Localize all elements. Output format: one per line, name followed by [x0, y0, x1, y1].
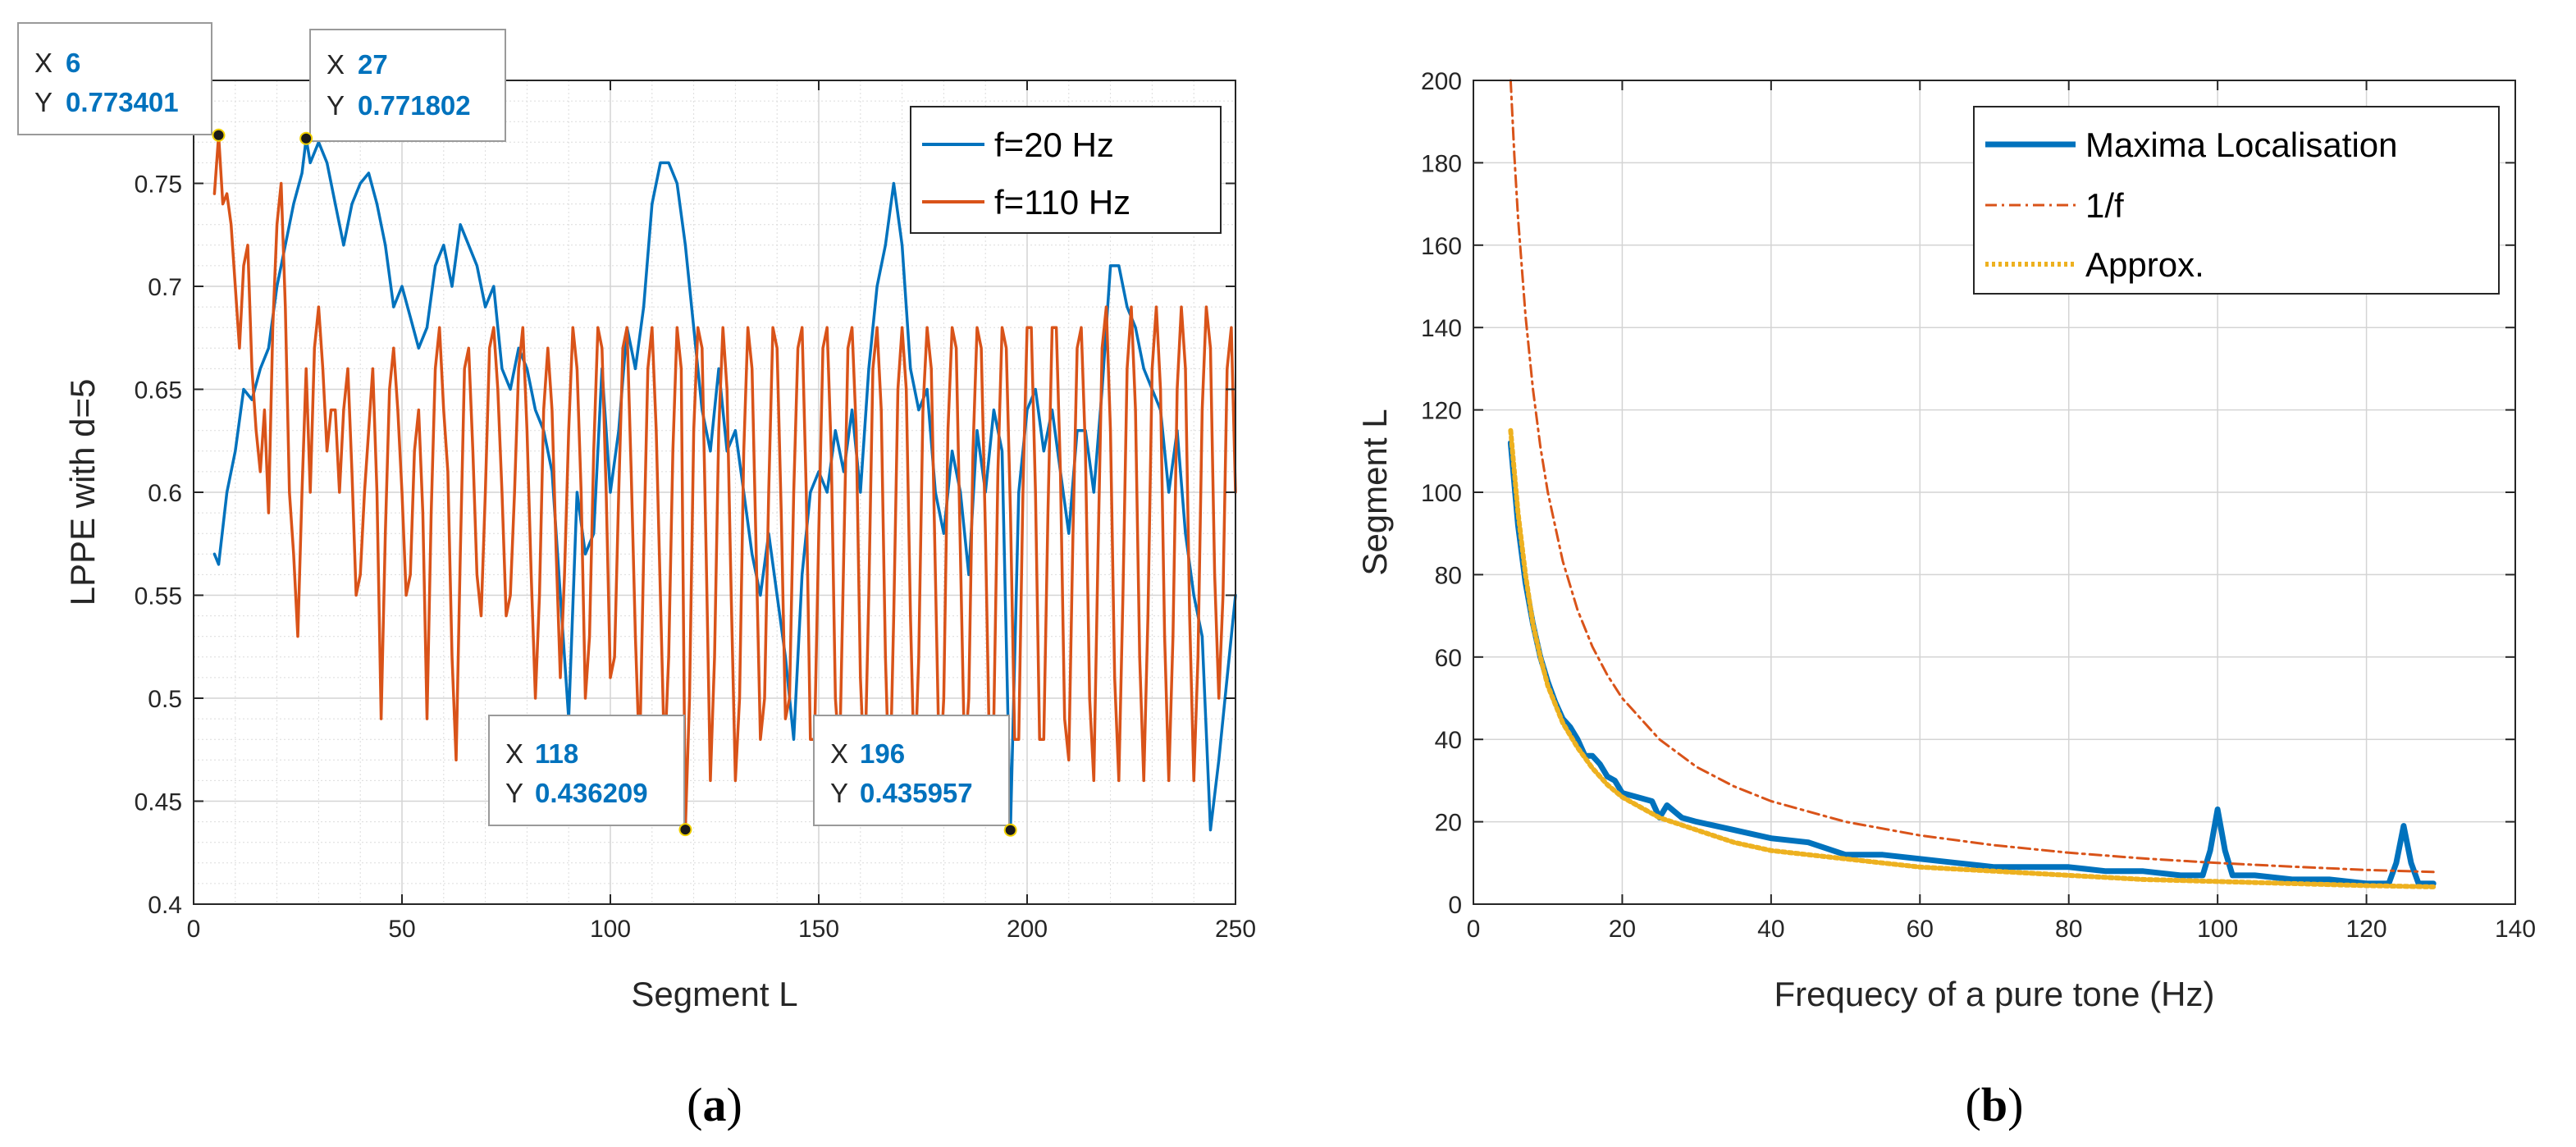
- panel-b-legend-label-maxima: Maxima Localisation: [2085, 126, 2398, 164]
- a-series-line-1: [212, 134, 1237, 831]
- panel-b-y-axis-label: Segment L: [1355, 409, 1394, 575]
- datatip-3-x-key: X: [505, 738, 523, 769]
- datatip-1-box: [17, 22, 212, 135]
- b-series-line-2: [1508, 427, 2437, 889]
- datatip-2-x-key: X: [327, 49, 345, 80]
- panel-a-chart: 0 50 100 150 200 250 0.4 0.45 0.5 0.55 0.6 0.65 0.7…: [17, 22, 1256, 1131]
- panel-a-y-axis-label: LPPE with d=5: [63, 379, 102, 606]
- datatip-3-y-value: 0.436209: [535, 778, 648, 808]
- datatip-3[interactable]: X 118 Y 0.436209: [488, 715, 685, 826]
- panel-b-series-group: [1507, 79, 2437, 889]
- panel-b-legend: Maxima Localisation 1/f Approx.: [1973, 106, 2500, 295]
- y-tick-label: 0.45: [135, 789, 182, 816]
- datatip-2-y-key: Y: [327, 90, 345, 121]
- datatip-2[interactable]: X 27 Y 0.771802: [309, 29, 506, 142]
- datatip-3-x-value: 118: [535, 738, 578, 769]
- datatip-4-x-key: X: [830, 738, 848, 769]
- y-tick-label: 40: [1435, 727, 1462, 754]
- panel-b-label: (b): [1966, 1078, 2024, 1131]
- y-tick-label: 0.6: [148, 480, 182, 507]
- y-tick-label: 0.5: [148, 686, 182, 713]
- y-tick-label: 100: [1421, 480, 1462, 507]
- datatip-4-y-key: Y: [830, 778, 848, 808]
- panel-a-datatips: X 6 Y 0.773401 X 27 Y 0.771802 X 118 Y 0…: [17, 22, 1017, 837]
- datatip-1-y-key: Y: [34, 87, 53, 117]
- panel-a-legend-label-f20: f=20 Hz: [994, 126, 1114, 164]
- panel-a-legend-label-f110: f=110 Hz: [994, 183, 1130, 222]
- panel-b-x-ticks: 0 20 40 60 80 100 120 140: [1467, 80, 2536, 943]
- panel-b-legend-box: [1973, 106, 2500, 295]
- x-tick-label: 140: [2495, 916, 2536, 943]
- datatip-marker-2[interactable]: [299, 131, 313, 145]
- y-tick-label: 0.4: [148, 892, 182, 919]
- y-tick-label: 180: [1421, 150, 1462, 177]
- panel-b-chart: 0 20 40 60 80 100 120 140 0 20 40 60 80 100 120 140 160…: [1355, 68, 2536, 1131]
- x-tick-label: 50: [388, 916, 415, 943]
- panel-a-series-group: [212, 134, 1237, 832]
- y-tick-label: 80: [1435, 562, 1462, 589]
- b-series-line-0: [1507, 440, 2437, 887]
- x-tick-label: 20: [1609, 916, 1636, 943]
- panel-b-y-ticks: 0 20 40 60 80 100 120 140 160 180 200: [1421, 68, 2515, 919]
- panel-a-y-ticks: 0.4 0.45 0.5 0.55 0.6 0.65 0.7 0.75: [135, 171, 1235, 919]
- panel-b-legend-label-approx: Approx.: [2085, 245, 2204, 284]
- datatip-4-x-value: 196: [860, 738, 905, 769]
- panel-a-legend-box: [910, 106, 1222, 234]
- datatip-4-box: [813, 715, 1010, 826]
- panel-a-x-ticks: 0 50 100 150 200 250: [187, 80, 1256, 943]
- datatip-2-x-value: 27: [358, 49, 388, 80]
- a-series-line-0: [212, 137, 1237, 832]
- y-tick-label: 0: [1448, 892, 1462, 919]
- x-tick-label: 80: [2055, 916, 2082, 943]
- x-tick-label: 0: [1467, 916, 1481, 943]
- y-tick-label: 140: [1421, 315, 1462, 342]
- panel-a-label-letter: a: [703, 1078, 727, 1131]
- y-tick-label: 60: [1435, 645, 1462, 672]
- datatip-2-y-value: 0.771802: [358, 90, 471, 121]
- x-tick-label: 200: [1007, 916, 1048, 943]
- datatip-1-y-value: 0.773401: [66, 87, 179, 117]
- y-tick-label: 20: [1435, 810, 1462, 837]
- y-tick-label: 0.7: [148, 274, 182, 301]
- datatip-marker-3[interactable]: [678, 823, 692, 837]
- datatip-3-box: [488, 715, 685, 826]
- datatip-1-x-key: X: [34, 48, 53, 78]
- x-tick-label: 0: [187, 916, 201, 943]
- y-tick-label: 200: [1421, 68, 1462, 95]
- x-tick-label: 250: [1215, 916, 1256, 943]
- x-tick-label: 100: [590, 916, 631, 943]
- x-tick-label: 100: [2197, 916, 2238, 943]
- panel-a-label: (a): [687, 1078, 742, 1131]
- datatip-4-y-value: 0.435957: [860, 778, 973, 808]
- datatip-2-box: [309, 29, 506, 142]
- x-tick-label: 120: [2346, 916, 2387, 943]
- y-tick-label: 160: [1421, 233, 1462, 260]
- x-tick-label: 40: [1757, 916, 1784, 943]
- x-tick-label: 150: [798, 916, 839, 943]
- datatip-4[interactable]: X 196 Y 0.435957: [813, 715, 1010, 826]
- panel-b-x-axis-label: Frequecy of a pure tone (Hz): [1774, 975, 2215, 1013]
- panel-b-label-letter: b: [1981, 1078, 2007, 1131]
- datatip-marker-1[interactable]: [212, 128, 226, 142]
- datatip-3-y-key: Y: [505, 778, 523, 808]
- datatip-marker-4[interactable]: [1003, 823, 1017, 837]
- panel-a-datatip-markers: [212, 128, 1017, 837]
- y-tick-label: 120: [1421, 398, 1462, 425]
- x-tick-label: 60: [1907, 916, 1934, 943]
- b-series-line-1: [1509, 79, 2435, 874]
- datatip-1-x-value: 6: [66, 48, 80, 78]
- panel-a-x-axis-label: Segment L: [631, 975, 797, 1013]
- panel-b-legend-label-inverse-f: 1/f: [2085, 186, 2124, 225]
- panel-a-legend: f=20 Hz f=110 Hz: [910, 106, 1222, 234]
- y-tick-label: 0.75: [135, 171, 182, 199]
- datatip-1[interactable]: X 6 Y 0.773401: [17, 22, 212, 135]
- y-tick-label: 0.65: [135, 377, 182, 404]
- y-tick-label: 0.55: [135, 583, 182, 610]
